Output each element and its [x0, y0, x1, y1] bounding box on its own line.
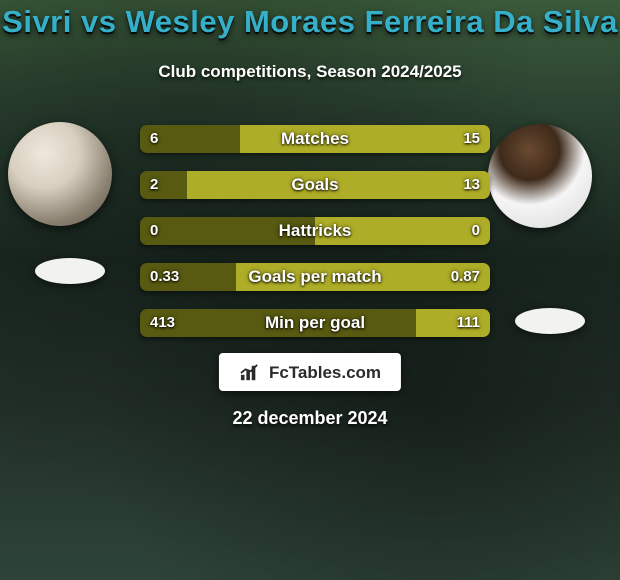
stat-segment-right: [416, 309, 490, 337]
comparison-card: Sivri vs Wesley Moraes Ferreira Da Silva…: [0, 0, 620, 580]
player-right-avatar: [488, 124, 592, 228]
brand-text: FcTables.com: [269, 363, 381, 383]
stat-segment-left: [140, 309, 416, 337]
stat-segment-left: [140, 217, 315, 245]
stat-row: Goals213: [140, 171, 490, 199]
page-title: Sivri vs Wesley Moraes Ferreira Da Silva: [0, 4, 620, 40]
stats-bars: Matches615 Goals213 Hattricks00 Goals per m…: [140, 125, 490, 355]
stat-segment-left: [140, 171, 187, 199]
bar-chart-icon: [239, 364, 261, 382]
stat-segment-right: [240, 125, 490, 153]
title-text: Sivri vs Wesley Moraes Ferreira Da Silva: [2, 4, 618, 39]
player-right-club-badge: [515, 308, 585, 334]
stat-segment-left: [140, 125, 240, 153]
player-left-avatar: [8, 122, 112, 226]
brand-box: FcTables.com: [219, 353, 401, 391]
stat-row: Goals per match0.330.87: [140, 263, 490, 291]
stat-segment-right: [187, 171, 490, 199]
stat-segment-right: [236, 263, 490, 291]
subtitle-text: Club competitions, Season 2024/2025: [158, 62, 461, 81]
date-text-value: 22 december 2024: [232, 408, 387, 428]
player-left-club-badge: [35, 258, 105, 284]
stat-segment-right: [315, 217, 490, 245]
stat-row: Matches615: [140, 125, 490, 153]
stat-row: Hattricks00: [140, 217, 490, 245]
stat-row: Min per goal413111: [140, 309, 490, 337]
stat-segment-left: [140, 263, 236, 291]
subtitle: Club competitions, Season 2024/2025: [0, 62, 620, 82]
date-text: 22 december 2024: [0, 408, 620, 429]
